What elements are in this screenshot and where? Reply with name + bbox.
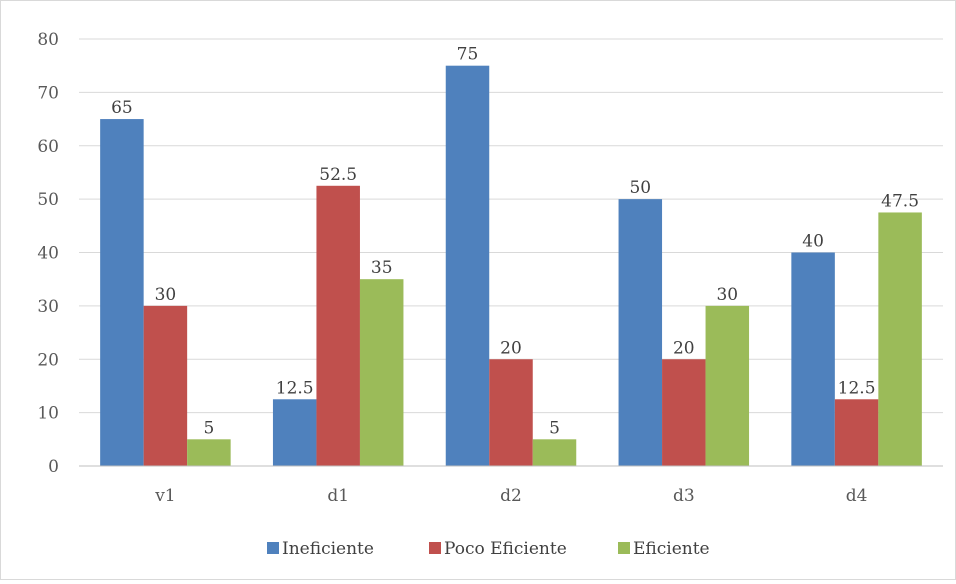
data-label: 30 [716, 285, 738, 305]
bar [359, 279, 404, 466]
y-tick-label: 20 [37, 350, 59, 370]
data-label: 40 [802, 232, 824, 252]
data-label: 20 [673, 338, 695, 358]
x-tick-label: v1 [154, 486, 175, 506]
data-label: 12.5 [838, 378, 876, 398]
x-tick-label: d4 [846, 486, 868, 506]
x-axis-ticks: v1 d1 d2 d3 d4 [154, 486, 867, 506]
x-tick-label: d3 [673, 486, 695, 506]
legend-label: Poco Eficiente [444, 539, 567, 559]
x-tick-label: d2 [500, 486, 522, 506]
y-tick-label: 40 [37, 244, 59, 264]
bar [705, 305, 750, 466]
bar [316, 185, 360, 466]
bar [791, 252, 835, 466]
gridlines [79, 38, 943, 414]
legend-swatch [429, 542, 441, 554]
bar [662, 359, 706, 466]
bar [187, 439, 231, 466]
legend-swatch [618, 542, 630, 554]
y-tick-label: 60 [37, 137, 59, 157]
data-label: 12.5 [276, 378, 314, 398]
bar [834, 399, 879, 466]
bar [445, 65, 490, 466]
data-label: 35 [371, 258, 393, 278]
data-label: 65 [111, 98, 133, 118]
data-label: 30 [155, 285, 177, 305]
bar [489, 359, 533, 466]
bar [272, 399, 317, 466]
y-tick-label: 70 [37, 83, 59, 103]
data-label: 50 [629, 178, 651, 198]
y-tick-label: 10 [37, 404, 59, 424]
bar [143, 305, 188, 466]
legend: Ineficiente Poco Eficiente Eficiente [267, 539, 710, 559]
legend-swatch [267, 542, 279, 554]
data-label: 20 [500, 338, 522, 358]
bar [100, 119, 144, 466]
y-tick-label: 50 [37, 190, 59, 210]
y-tick-label: 0 [48, 457, 59, 477]
data-label: 5 [203, 418, 214, 438]
bar [618, 199, 663, 466]
bars [100, 65, 922, 466]
y-tick-label: 80 [37, 30, 59, 50]
data-labels: 65 30 5 12.5 52.5 35 75 20 5 50 20 30 40 12.5 47.5 [111, 45, 919, 439]
legend-label: Ineficiente [282, 539, 374, 559]
y-axis-ticks: 0 10 20 30 40 50 60 70 80 [37, 30, 59, 477]
data-label: 52.5 [319, 165, 357, 185]
x-tick-label: d1 [327, 486, 349, 506]
bar [532, 439, 577, 466]
legend-label: Eficiente [633, 539, 710, 559]
y-tick-label: 30 [37, 297, 59, 317]
data-label: 5 [549, 418, 560, 438]
data-label: 47.5 [881, 191, 919, 211]
bar [878, 212, 922, 466]
data-label: 75 [457, 45, 479, 65]
